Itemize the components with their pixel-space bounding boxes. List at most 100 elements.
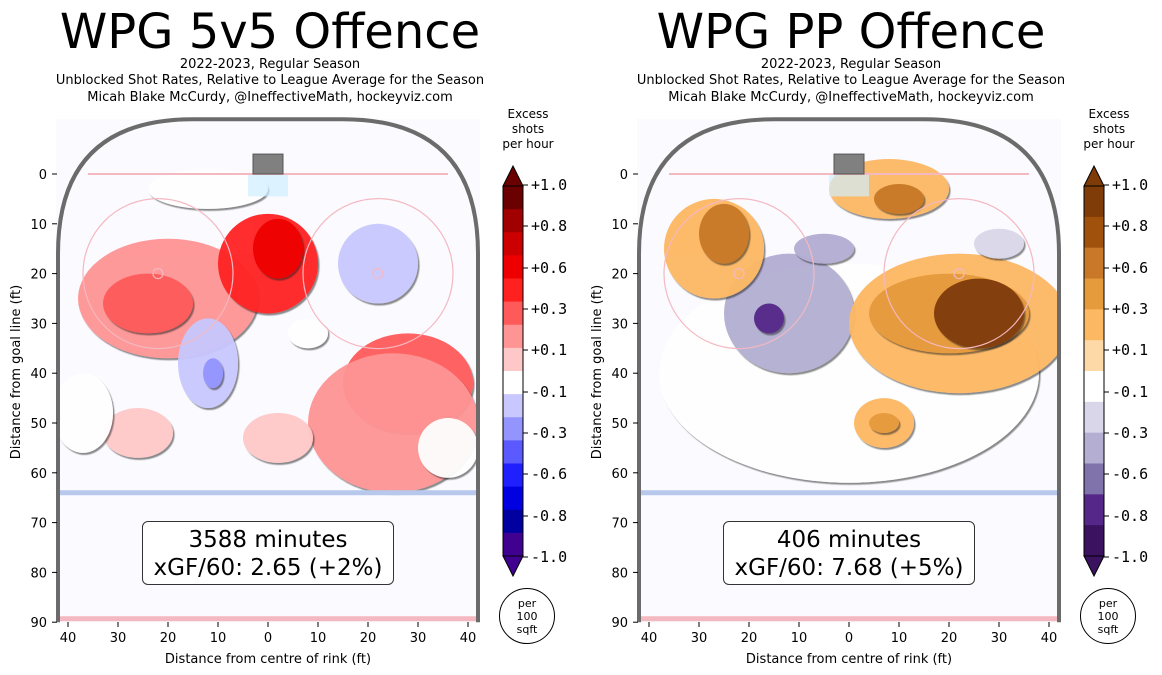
y-tick-label: 50 xyxy=(611,417,628,432)
colorbar-tick-label: +0.3 xyxy=(1112,300,1148,318)
y-axis-label: Distance from goal line (ft) xyxy=(9,285,24,459)
heat-region xyxy=(103,408,173,458)
chart-title: WPG 5v5 Offence xyxy=(59,4,481,60)
goal-net xyxy=(252,153,284,175)
y-tick-label: 70 xyxy=(30,517,47,532)
x-tick-label: 30 xyxy=(110,631,127,646)
y-tick-label: 20 xyxy=(30,268,47,283)
heat-region xyxy=(58,373,113,453)
rink-boards xyxy=(56,117,480,623)
colorbar-cap-bottom xyxy=(1083,555,1105,578)
x-tick-label: 20 xyxy=(360,631,377,646)
colorbar-label-line: shots xyxy=(511,122,545,136)
colorbar-segment xyxy=(1084,432,1104,464)
colorbar-tick-label: +0.6 xyxy=(1112,259,1148,277)
heat-region xyxy=(203,358,223,389)
colorbar-segment xyxy=(503,209,523,233)
colorbar-tick-label: +0.1 xyxy=(1112,341,1148,359)
colorbar-tick-label: +0.1 xyxy=(531,341,567,359)
colorbar-tick-label: -0.8 xyxy=(1112,507,1148,525)
heat-region xyxy=(934,278,1024,349)
colorbar-label-line: shots xyxy=(1092,122,1126,136)
x-tick-label: 20 xyxy=(160,631,177,646)
faceoff-circle xyxy=(302,198,454,350)
colorbar-segment xyxy=(503,417,523,441)
colorbar-segment xyxy=(1084,216,1104,249)
x-tick-label: 20 xyxy=(741,631,758,646)
chart-title: WPG PP Offence xyxy=(656,4,1046,60)
summary-box: 406 minutes xGF/60: 7.68 (+5%) xyxy=(723,521,975,585)
heat-region xyxy=(243,413,313,463)
colorbar-tick-label: +1.0 xyxy=(1112,176,1148,194)
colorbar-segment xyxy=(503,347,523,372)
colorbar-tick-label: -0.1 xyxy=(1112,383,1148,401)
colorbar-frame xyxy=(1083,185,1105,557)
heat-region xyxy=(699,203,749,264)
faceoff-circle xyxy=(883,198,1035,350)
colorbar-tick-label: -1.0 xyxy=(531,548,567,566)
colorbar-segment xyxy=(503,301,523,326)
per-label-line: per xyxy=(1098,597,1118,610)
y-tick-label: 20 xyxy=(611,268,628,283)
summary-minutes: 3588 minutes xyxy=(188,527,348,553)
x-tick-label: 30 xyxy=(991,631,1008,646)
heat-region xyxy=(103,273,193,334)
x-tick-label: 40 xyxy=(60,631,77,646)
summary-xgf: xGF/60: 7.68 (+5%) xyxy=(734,555,964,581)
x-tick-label: 30 xyxy=(691,631,708,646)
colorbar-segment xyxy=(503,394,523,418)
per-area-badge: per 100 sqft xyxy=(1080,588,1136,644)
per-label-line: per xyxy=(517,597,537,610)
heat-region xyxy=(253,218,303,279)
x-axis-label: Distance from centre of rink (ft) xyxy=(165,652,371,667)
faceoff-dot xyxy=(733,268,745,280)
centre-line xyxy=(639,616,1059,622)
y-tick-label: 60 xyxy=(611,467,628,482)
y-tick-label: 30 xyxy=(30,317,47,332)
chart-subtitle-2: Unblocked Shot Rates, Relative to League… xyxy=(55,73,485,88)
y-tick-label: 90 xyxy=(611,616,628,631)
colorbar-label-line: Excess xyxy=(507,107,549,121)
chart-subtitle-3: Micah Blake McCurdy, @IneffectiveMath, h… xyxy=(87,90,453,105)
chart-subtitle-1: 2022-2023, Regular Season xyxy=(760,57,942,72)
colorbar-segment xyxy=(503,371,523,395)
colorbar-segment xyxy=(503,463,523,488)
colorbar-segment xyxy=(503,232,523,256)
colorbar-label-line: per hour xyxy=(502,137,554,151)
panel-pp: WPG PP Offence 2022-2023, Regular Season… xyxy=(581,0,1162,675)
heat-regions xyxy=(58,169,478,493)
y-tick-label: 10 xyxy=(30,218,47,233)
colorbar-label: Excess shots per hour xyxy=(1074,107,1144,152)
colorbar-cap-top xyxy=(502,164,524,187)
x-axis-label: Distance from centre of rink (ft) xyxy=(746,652,952,667)
heat-region xyxy=(794,233,854,264)
y-tick-label: 0 xyxy=(39,168,47,183)
colorbar-segment xyxy=(1084,278,1104,310)
heat-region xyxy=(874,183,924,214)
colorbar-segment xyxy=(503,255,523,279)
heat-region xyxy=(288,318,328,349)
colorbar-segment xyxy=(1084,463,1104,495)
colorbar-tick-label: -0.3 xyxy=(1112,424,1148,442)
heat-region xyxy=(974,228,1024,259)
colorbar-tick-label: -0.6 xyxy=(1112,465,1148,483)
heat-region xyxy=(338,223,418,304)
per-label-line: sqft xyxy=(1097,623,1119,636)
colorbar-segment xyxy=(503,278,523,303)
colorbar-tick-label: -1.0 xyxy=(1112,548,1148,566)
panel-5v5: WPG 5v5 Offence 2022-2023, Regular Seaso… xyxy=(9,4,567,667)
blue-line xyxy=(639,490,1059,496)
y-tick-label: 30 xyxy=(611,317,628,332)
per-label-line: sqft xyxy=(516,623,538,636)
per-label-line: 100 xyxy=(516,610,538,623)
per-area-badge: per 100 sqft xyxy=(499,588,555,644)
colorbar-frame xyxy=(502,185,524,557)
y-tick-label: 90 xyxy=(30,616,47,631)
x-tick-label: 40 xyxy=(460,631,477,646)
heat-region xyxy=(724,253,854,374)
colorbar-segment xyxy=(503,440,523,464)
y-tick-label: 50 xyxy=(30,417,47,432)
summary-box: 3588 minutes xGF/60: 2.65 (+2%) xyxy=(142,521,394,585)
blue-line xyxy=(58,490,478,496)
faceoff-circle xyxy=(663,198,815,350)
